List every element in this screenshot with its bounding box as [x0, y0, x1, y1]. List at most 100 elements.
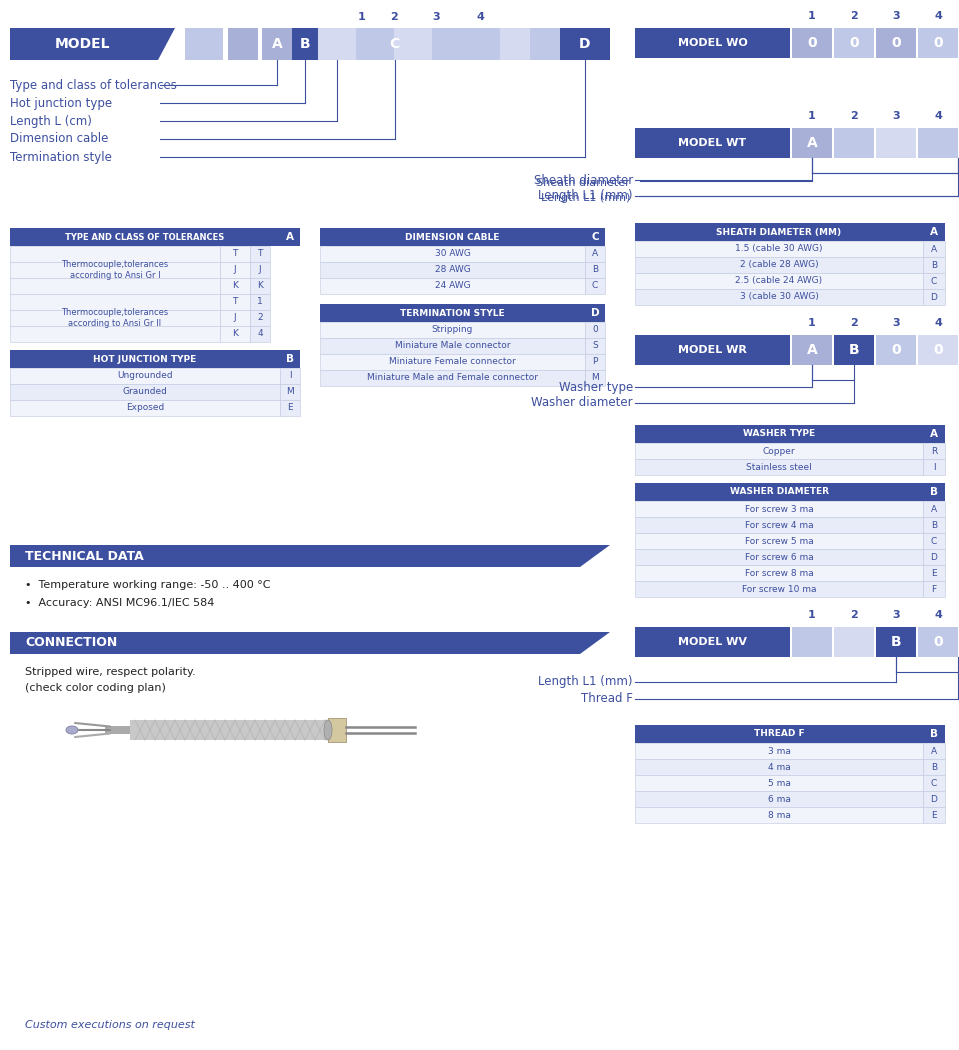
Bar — [320, 322, 585, 338]
Text: MODEL WR: MODEL WR — [678, 345, 747, 355]
Bar — [635, 335, 790, 365]
Text: D: D — [930, 795, 938, 803]
Bar — [876, 28, 916, 58]
Text: C: C — [389, 37, 399, 51]
Bar — [585, 354, 605, 370]
Bar — [585, 338, 605, 354]
Bar — [635, 759, 923, 775]
Bar — [320, 228, 585, 246]
Bar — [834, 627, 874, 657]
Bar — [585, 322, 605, 338]
Text: P: P — [593, 357, 597, 366]
Text: 3: 3 — [892, 318, 900, 328]
Text: 0: 0 — [933, 343, 943, 357]
Bar — [560, 28, 610, 60]
Text: (check color coding plan): (check color coding plan) — [25, 682, 166, 693]
Text: D: D — [930, 552, 938, 562]
Bar — [635, 223, 923, 242]
Text: 1.5 (cable 30 AWG): 1.5 (cable 30 AWG) — [736, 245, 823, 253]
Bar — [250, 278, 270, 294]
Bar — [10, 326, 220, 342]
Bar — [834, 28, 874, 58]
Text: For screw 10 ma: For screw 10 ma — [741, 585, 816, 593]
Bar — [923, 459, 945, 475]
Text: Thread F: Thread F — [581, 693, 633, 706]
Text: Graunded: Graunded — [123, 387, 168, 397]
Bar — [320, 304, 585, 322]
Text: For screw 8 ma: For screw 8 ma — [744, 568, 813, 578]
Text: Termination style: Termination style — [10, 150, 112, 164]
Bar — [356, 28, 394, 60]
Bar — [635, 581, 923, 597]
Text: DIMENSION CABLE: DIMENSION CABLE — [406, 232, 500, 242]
Bar — [220, 294, 250, 310]
Text: 4: 4 — [476, 12, 484, 22]
Text: For screw 6 ma: For screw 6 ma — [744, 552, 813, 562]
Bar — [10, 368, 280, 384]
Bar — [918, 128, 958, 158]
Bar — [220, 262, 250, 278]
Text: Miniature Male and Female connector: Miniature Male and Female connector — [367, 374, 538, 382]
Text: 2: 2 — [850, 10, 858, 21]
Bar — [923, 759, 945, 775]
Bar — [105, 726, 130, 734]
Bar — [792, 128, 832, 158]
Text: Stripped wire, respect polarity.: Stripped wire, respect polarity. — [25, 667, 196, 677]
Bar — [923, 289, 945, 304]
Text: 3: 3 — [892, 10, 900, 21]
Text: 2: 2 — [850, 610, 858, 620]
Bar — [10, 278, 220, 294]
Text: 0: 0 — [933, 635, 943, 649]
Text: 0: 0 — [807, 36, 817, 50]
Text: Stripping: Stripping — [432, 326, 473, 335]
Text: A: A — [931, 504, 937, 513]
Bar — [876, 128, 916, 158]
Bar — [834, 335, 874, 365]
Text: TECHNICAL DATA: TECHNICAL DATA — [25, 549, 144, 563]
Text: Sheath diameter: Sheath diameter — [534, 173, 633, 187]
Text: 3 (cable 30 AWG): 3 (cable 30 AWG) — [739, 293, 818, 301]
Bar — [220, 278, 250, 294]
Text: Ungrounded: Ungrounded — [117, 372, 173, 380]
Bar — [923, 743, 945, 759]
Text: B: B — [930, 487, 938, 497]
Bar — [923, 501, 945, 517]
Text: CONNECTION: CONNECTION — [25, 636, 117, 650]
Text: C: C — [592, 281, 598, 291]
Text: B: B — [849, 343, 859, 357]
Text: 4: 4 — [934, 318, 942, 328]
Text: 1: 1 — [808, 10, 816, 21]
Bar — [280, 350, 300, 368]
Text: 3: 3 — [433, 12, 440, 22]
Bar — [635, 289, 923, 304]
Bar — [185, 28, 223, 60]
Text: B: B — [931, 762, 937, 772]
Text: 2: 2 — [850, 111, 858, 121]
Bar — [130, 720, 330, 740]
Text: C: C — [591, 232, 598, 242]
Ellipse shape — [324, 720, 332, 740]
Text: THREAD F: THREAD F — [754, 730, 805, 738]
Bar — [10, 228, 280, 246]
Text: Miniature Female connector: Miniature Female connector — [389, 357, 516, 366]
Text: D: D — [579, 37, 591, 51]
Bar — [923, 775, 945, 791]
Bar — [635, 517, 923, 533]
Text: T: T — [232, 297, 238, 307]
Text: TYPE AND CLASS OF TOLERANCES: TYPE AND CLASS OF TOLERANCES — [65, 232, 224, 242]
Text: Exposed: Exposed — [126, 403, 164, 413]
Bar — [250, 326, 270, 342]
Text: A: A — [271, 37, 282, 51]
Text: 0: 0 — [891, 36, 901, 50]
Text: Length L1 (mm): Length L1 (mm) — [539, 189, 633, 203]
Bar — [635, 791, 923, 807]
Text: 4 ma: 4 ma — [767, 762, 790, 772]
Bar — [280, 384, 300, 400]
Bar — [262, 28, 292, 60]
Text: K: K — [232, 281, 238, 291]
Bar — [635, 627, 790, 657]
Text: A: A — [592, 250, 598, 258]
Bar — [585, 262, 605, 278]
Bar — [792, 627, 832, 657]
Bar — [585, 370, 605, 386]
